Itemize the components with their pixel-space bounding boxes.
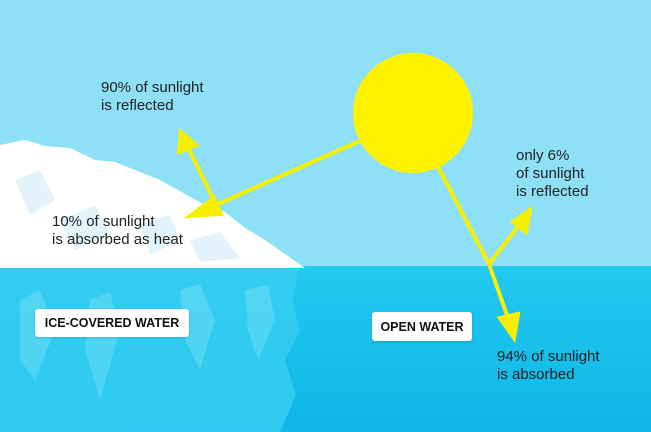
arrowhead-water-reflected [509,205,533,236]
arrowhead-ice-reflected [176,127,200,156]
label-ice-reflected: 90% of sunlight is reflected [101,79,204,114]
submerged-ice [0,268,300,432]
ray-to-ice [214,138,364,207]
label-water-reflected: only 6% of sunlight is reflected [516,147,589,200]
sun [353,53,473,173]
arrowhead-water-absorbed [496,311,521,344]
iceberg-shading [15,170,240,262]
label-ice-absorbed: 10% of sunlight is absorbed as heat [52,213,183,248]
ray-ice-reflected [186,145,218,207]
ice-covered-water-box: ICE-COVERED WATER [35,309,189,337]
label-water-absorbed: 94% of sunlight is absorbed [497,348,600,383]
ray-to-water [435,163,491,266]
sun-rays [176,127,533,344]
open-water-box: OPEN WATER [372,312,472,341]
ray-water-absorbed [487,262,510,320]
ray-water-reflected [487,222,522,266]
